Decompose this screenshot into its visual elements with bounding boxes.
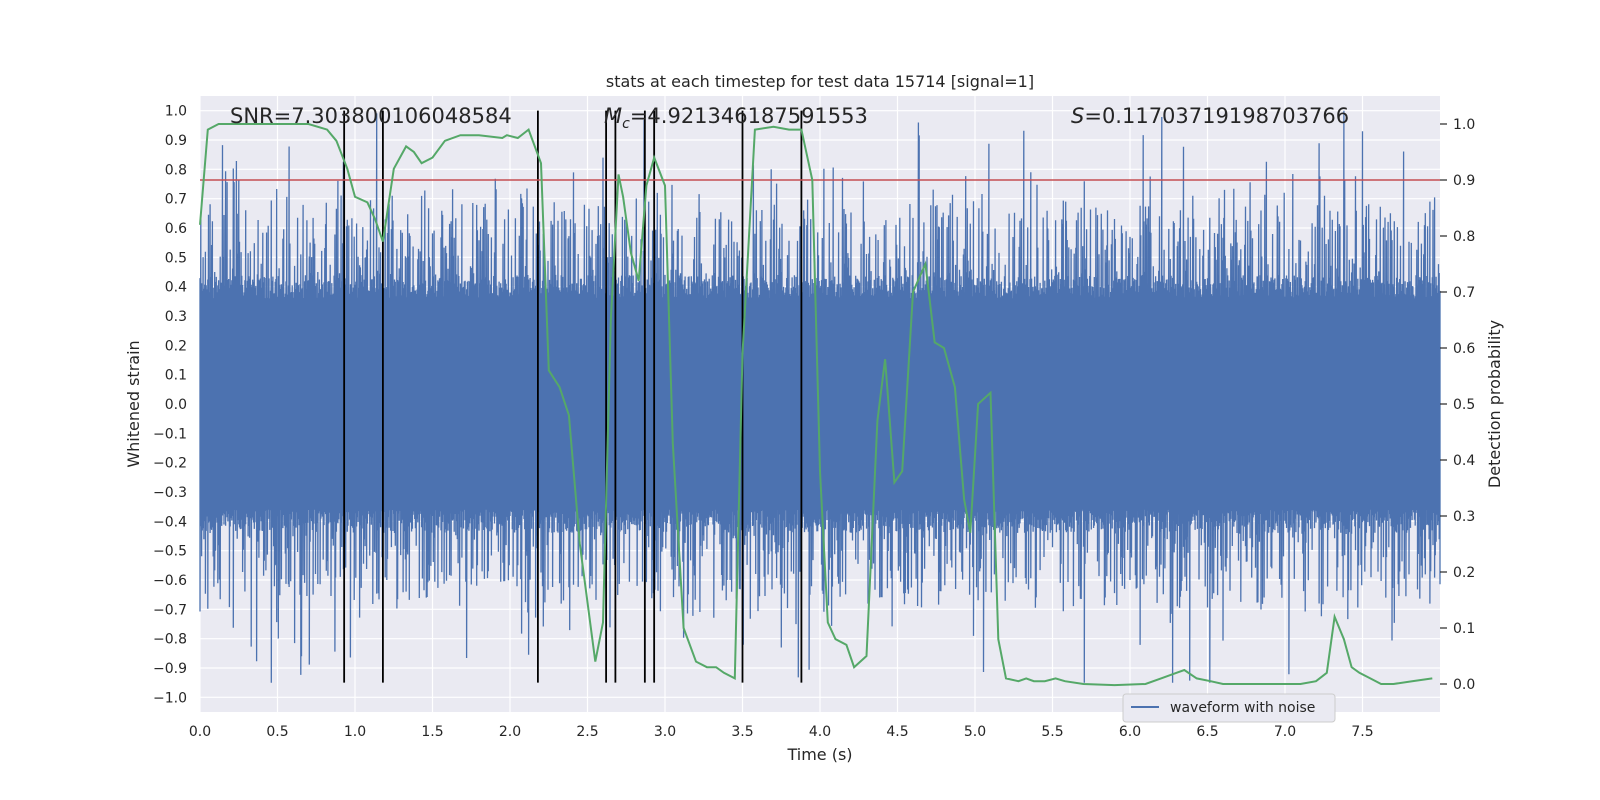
waveform-series [199,110,1441,683]
y-tick-label: −1.0 [153,690,187,706]
mc-subscript: c [622,116,630,132]
y-tick-label: 0.9 [165,133,187,149]
legend-box [1122,693,1336,723]
y-tick-label: 0.5 [165,250,187,266]
snr-annotation: SNR=7.303800106048584 [230,104,512,128]
s-annotation: S=0.11703719198703766 [1071,104,1349,128]
x-tick-label: 3.5 [731,724,753,740]
x-tick-label: 6.5 [1196,724,1218,740]
mc-annotation: Mc=4.921346187591553 [604,104,868,132]
y-axis-label: Whitened strain [124,340,143,467]
y-right-tick-label: 0.9 [1453,173,1475,189]
y-tick-label: −0.2 [153,456,187,472]
y-tick-label: −0.6 [153,573,187,589]
x-tick-label: 2.5 [576,724,598,740]
x-tick-label: 7.5 [1351,724,1373,740]
y-right-tick-label: 0.1 [1453,621,1475,637]
y-right-tick-label: 0.5 [1453,397,1475,413]
x-tick-label: 5.5 [1041,724,1063,740]
y-tick-label: 0.7 [165,192,187,208]
x-tick-label: 5.0 [964,724,986,740]
y-tick-label: 0.6 [165,221,187,237]
y-right-axis-label: Detection probability [1485,320,1504,488]
x-tick-label: 3.0 [654,724,676,740]
legend: waveform with noise [1122,693,1336,723]
mc-value: =4.921346187591553 [630,104,868,128]
vertical-marker-lines [343,110,803,683]
probability-line [199,123,1433,687]
s-symbol: S [1071,104,1084,128]
y-tick-label: −0.9 [153,661,187,677]
chart-title: stats at each timestep for test data 157… [606,72,1034,91]
y-tick-label: 0.4 [165,280,187,296]
mc-symbol: M [604,104,622,128]
x-tick-label: 1.5 [421,724,443,740]
y-tick-label: 1.0 [165,104,187,120]
legend-entry: waveform with noise [1170,700,1315,716]
x-axis-label: Time (s) [786,745,852,764]
y-tick-label: 0.2 [165,338,187,354]
y-right-tick-label: 0.4 [1453,453,1475,469]
x-tick-label: 2.0 [499,724,521,740]
y-tick-label: −0.5 [153,544,187,560]
y-tick-label: 0.0 [165,397,187,413]
y-right-tick-label: 1.0 [1453,117,1475,133]
y-right-ticks: 1.0 0.9 0.8 0.7 0.6 0.5 0.4 0.3 0.2 0.1 0.0 [1440,117,1475,693]
x-tick-label: 7.0 [1274,724,1296,740]
x-tick-labels: 0.0 0.5 1.0 1.5 2.0 2.5 3.0 3.5 4.0 4.5 5.0 5.5 6.0 6… [189,724,1374,740]
x-tick-label: 4.5 [886,724,908,740]
probability-series [199,123,1433,687]
x-tick-label: 0.0 [189,724,211,740]
y-tick-label: −0.4 [153,514,187,530]
s-value: =0.11703719198703766 [1084,104,1349,128]
x-tick-label: 1.0 [344,724,366,740]
y-right-tick-label: 0.2 [1453,565,1475,581]
x-tick-label: 4.0 [809,724,831,740]
x-tick-label: 0.5 [266,724,288,740]
waveform-trace [199,110,1441,683]
x-tick-label: 6.0 [1119,724,1141,740]
y-right-tick-label: 0.3 [1453,509,1475,525]
y-tick-label: 0.8 [165,162,187,178]
y-tick-label: −0.8 [153,632,187,648]
y-right-tick-label: 0.6 [1453,341,1475,357]
y-right-tick-label: 0.7 [1453,285,1475,301]
y-right-tick-label: 0.8 [1453,229,1475,245]
y-tick-label: −0.3 [153,485,187,501]
y-tick-label: 0.1 [165,368,187,384]
y-tick-labels: 1.0 0.9 0.8 0.7 0.6 0.5 0.4 0.3 0.2 0.1 0.0 −0.1 −0.… [153,104,187,707]
y-tick-label: −0.7 [153,602,187,618]
y-right-tick-label: 0.0 [1453,677,1475,693]
y-tick-label: 0.3 [165,309,187,325]
y-tick-label: −0.1 [153,426,187,442]
